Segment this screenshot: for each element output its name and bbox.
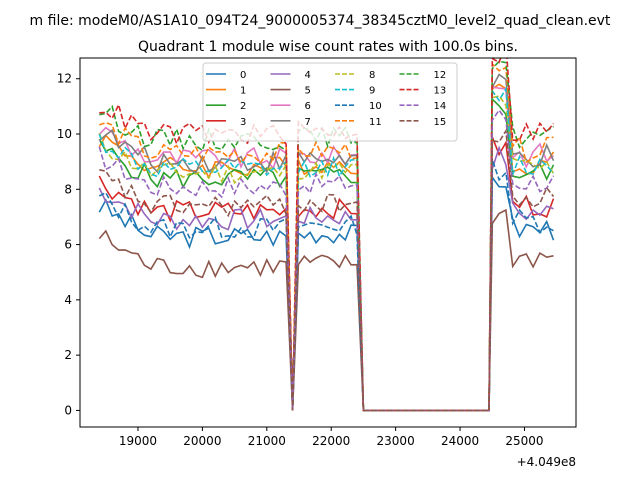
x-tick-label: 24000 (441, 434, 479, 448)
x-tick-label: 25000 (505, 434, 543, 448)
legend-label-2: 2 (240, 101, 246, 112)
y-tick-label: 10 (57, 127, 72, 141)
x-tick-label: 19000 (119, 434, 157, 448)
x-axis-offset-label: +4.049e8 (517, 455, 576, 469)
chart-title: Quadrant 1 module wise count rates with … (138, 39, 518, 55)
legend-label-5: 5 (305, 86, 311, 97)
legend-label-1: 1 (240, 86, 246, 97)
series-line-9 (98, 86, 555, 412)
legend-label-9: 9 (369, 86, 375, 97)
series-line-15 (99, 128, 555, 412)
series-line-5 (98, 208, 554, 412)
x-tick-label: 22000 (312, 434, 350, 448)
legend-label-0: 0 (240, 70, 246, 81)
legend-label-7: 7 (305, 117, 311, 128)
series-line-4 (98, 145, 554, 412)
series-line-12 (99, 60, 554, 412)
y-tick-label: 0 (64, 403, 72, 417)
x-axis: 19000 20000 21000 22000 23000 24000 25000 (119, 427, 544, 448)
x-tick-label: 21000 (248, 434, 286, 448)
legend-label-13: 13 (434, 86, 447, 97)
plot-area-frame (79, 57, 577, 428)
x-tick-label: 23000 (377, 434, 415, 448)
series-line-7 (98, 73, 555, 412)
legend-label-12: 12 (434, 70, 447, 81)
legend-label-8: 8 (369, 70, 375, 81)
series-line-14 (98, 108, 555, 412)
legend-label-15: 15 (434, 117, 447, 128)
series-layer (98, 58, 555, 412)
legend-box (202, 62, 458, 142)
series-line-0 (98, 174, 555, 412)
series-line-8 (98, 95, 555, 412)
series-line-13 (99, 58, 555, 412)
chart-suptitle: m file: modeM0/AS1A10_094T24_9000005374_… (30, 13, 611, 29)
x-tick-label: 20000 (183, 434, 221, 448)
series-line-11 (99, 62, 554, 412)
legend-label-6: 6 (305, 101, 311, 112)
legend-label-4: 4 (305, 70, 311, 81)
y-tick-label: 4 (64, 293, 72, 307)
y-tick-label: 6 (64, 238, 72, 252)
y-axis: 0 2 4 6 8 10 12 (57, 72, 80, 417)
y-tick-label: 12 (57, 72, 72, 86)
series-line-10 (98, 159, 554, 412)
y-tick-label: 2 (64, 348, 72, 362)
legend-label-10: 10 (369, 101, 382, 112)
series-line-2 (98, 97, 555, 412)
y-tick-label: 8 (64, 182, 72, 196)
legend-label-14: 14 (434, 101, 447, 112)
legend-label-11: 11 (369, 117, 382, 128)
series-line-3 (98, 136, 555, 412)
legend-label-3: 3 (240, 117, 246, 128)
